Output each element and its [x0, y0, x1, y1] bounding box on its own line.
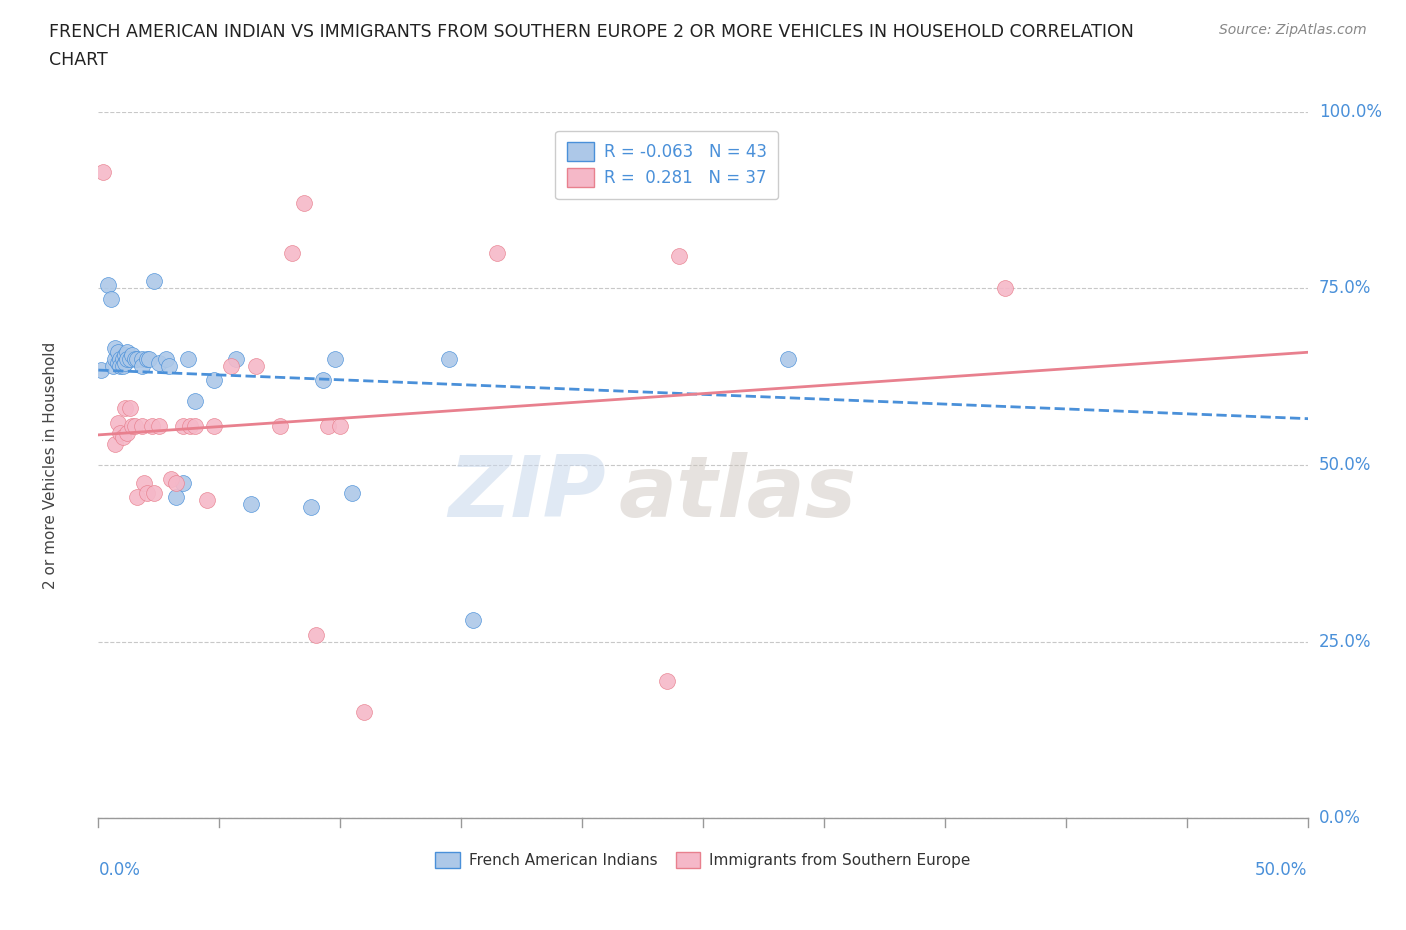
Point [117, 344, 139, 359]
Point [994, 281, 1017, 296]
Point [165, 475, 187, 490]
Point [148, 418, 170, 433]
Point [353, 705, 375, 720]
Point [107, 344, 129, 359]
Point [114, 348, 136, 363]
Point [316, 418, 339, 433]
Point [91, 165, 114, 179]
Point [100, 291, 122, 306]
Point [104, 436, 127, 451]
Text: atlas: atlas [619, 452, 856, 535]
Point [325, 352, 347, 366]
Point [118, 352, 141, 366]
Point [131, 359, 153, 374]
Point [281, 246, 304, 260]
Point [121, 348, 143, 363]
Point [124, 418, 146, 433]
Point [108, 359, 131, 374]
Point [117, 426, 139, 441]
Point [131, 418, 153, 433]
Point [111, 359, 134, 374]
Point [97, 277, 120, 292]
Point [108, 352, 131, 366]
Legend: French American Indians, Immigrants from Southern Europe: French American Indians, Immigrants from… [429, 846, 977, 874]
Text: FRENCH AMERICAN INDIAN VS IMMIGRANTS FROM SOUTHERN EUROPE 2 OR MORE VEHICLES IN : FRENCH AMERICAN INDIAN VS IMMIGRANTS FRO… [49, 23, 1135, 41]
Point [143, 485, 166, 500]
Point [90, 362, 112, 377]
Point [245, 359, 267, 374]
Point [463, 613, 485, 628]
Point [111, 430, 134, 445]
Text: 0.0%: 0.0% [98, 861, 141, 879]
Text: Source: ZipAtlas.com: Source: ZipAtlas.com [1219, 23, 1367, 37]
Point [157, 359, 180, 374]
Point [104, 352, 127, 366]
Point [179, 418, 201, 433]
Point [668, 249, 690, 264]
Point [135, 352, 157, 366]
Point [135, 485, 157, 500]
Point [107, 415, 129, 430]
Point [342, 485, 364, 500]
Point [305, 627, 328, 642]
Point [143, 273, 166, 288]
Point [104, 341, 127, 356]
Point [155, 352, 177, 366]
Point [204, 373, 226, 388]
Point [172, 475, 194, 490]
Point [101, 359, 124, 374]
Point [655, 165, 678, 179]
Point [269, 418, 291, 433]
Point [127, 489, 149, 504]
Point [121, 418, 143, 433]
Point [221, 359, 243, 374]
Text: 2 or more Vehicles in Household: 2 or more Vehicles in Household [42, 341, 58, 589]
Point [165, 489, 187, 504]
Point [124, 352, 146, 366]
Point [134, 475, 156, 490]
Point [177, 352, 200, 366]
Point [239, 497, 262, 512]
Point [138, 352, 160, 366]
Text: 100.0%: 100.0% [1319, 102, 1382, 121]
Text: 50.0%: 50.0% [1256, 861, 1308, 879]
Point [114, 355, 136, 370]
Point [655, 673, 678, 688]
Text: CHART: CHART [49, 51, 108, 69]
Point [329, 418, 352, 433]
Point [127, 352, 149, 366]
Point [486, 246, 509, 260]
Point [148, 355, 170, 370]
Point [776, 352, 799, 366]
Point [111, 352, 134, 366]
Point [292, 196, 315, 211]
Point [184, 418, 207, 433]
Point [437, 352, 460, 366]
Point [172, 418, 194, 433]
Point [107, 355, 129, 370]
Point [184, 394, 207, 409]
Point [118, 401, 141, 416]
Text: 25.0%: 25.0% [1319, 632, 1371, 651]
Point [131, 352, 153, 366]
Text: 75.0%: 75.0% [1319, 279, 1371, 298]
Point [114, 401, 136, 416]
Point [204, 418, 226, 433]
Point [299, 500, 322, 515]
Point [195, 493, 218, 508]
Point [117, 352, 139, 366]
Point [141, 418, 163, 433]
Text: 50.0%: 50.0% [1319, 456, 1371, 474]
Point [108, 426, 131, 441]
Point [160, 472, 183, 486]
Point [312, 373, 335, 388]
Text: ZIP: ZIP [449, 452, 606, 535]
Text: 0.0%: 0.0% [1319, 809, 1361, 828]
Point [225, 352, 247, 366]
